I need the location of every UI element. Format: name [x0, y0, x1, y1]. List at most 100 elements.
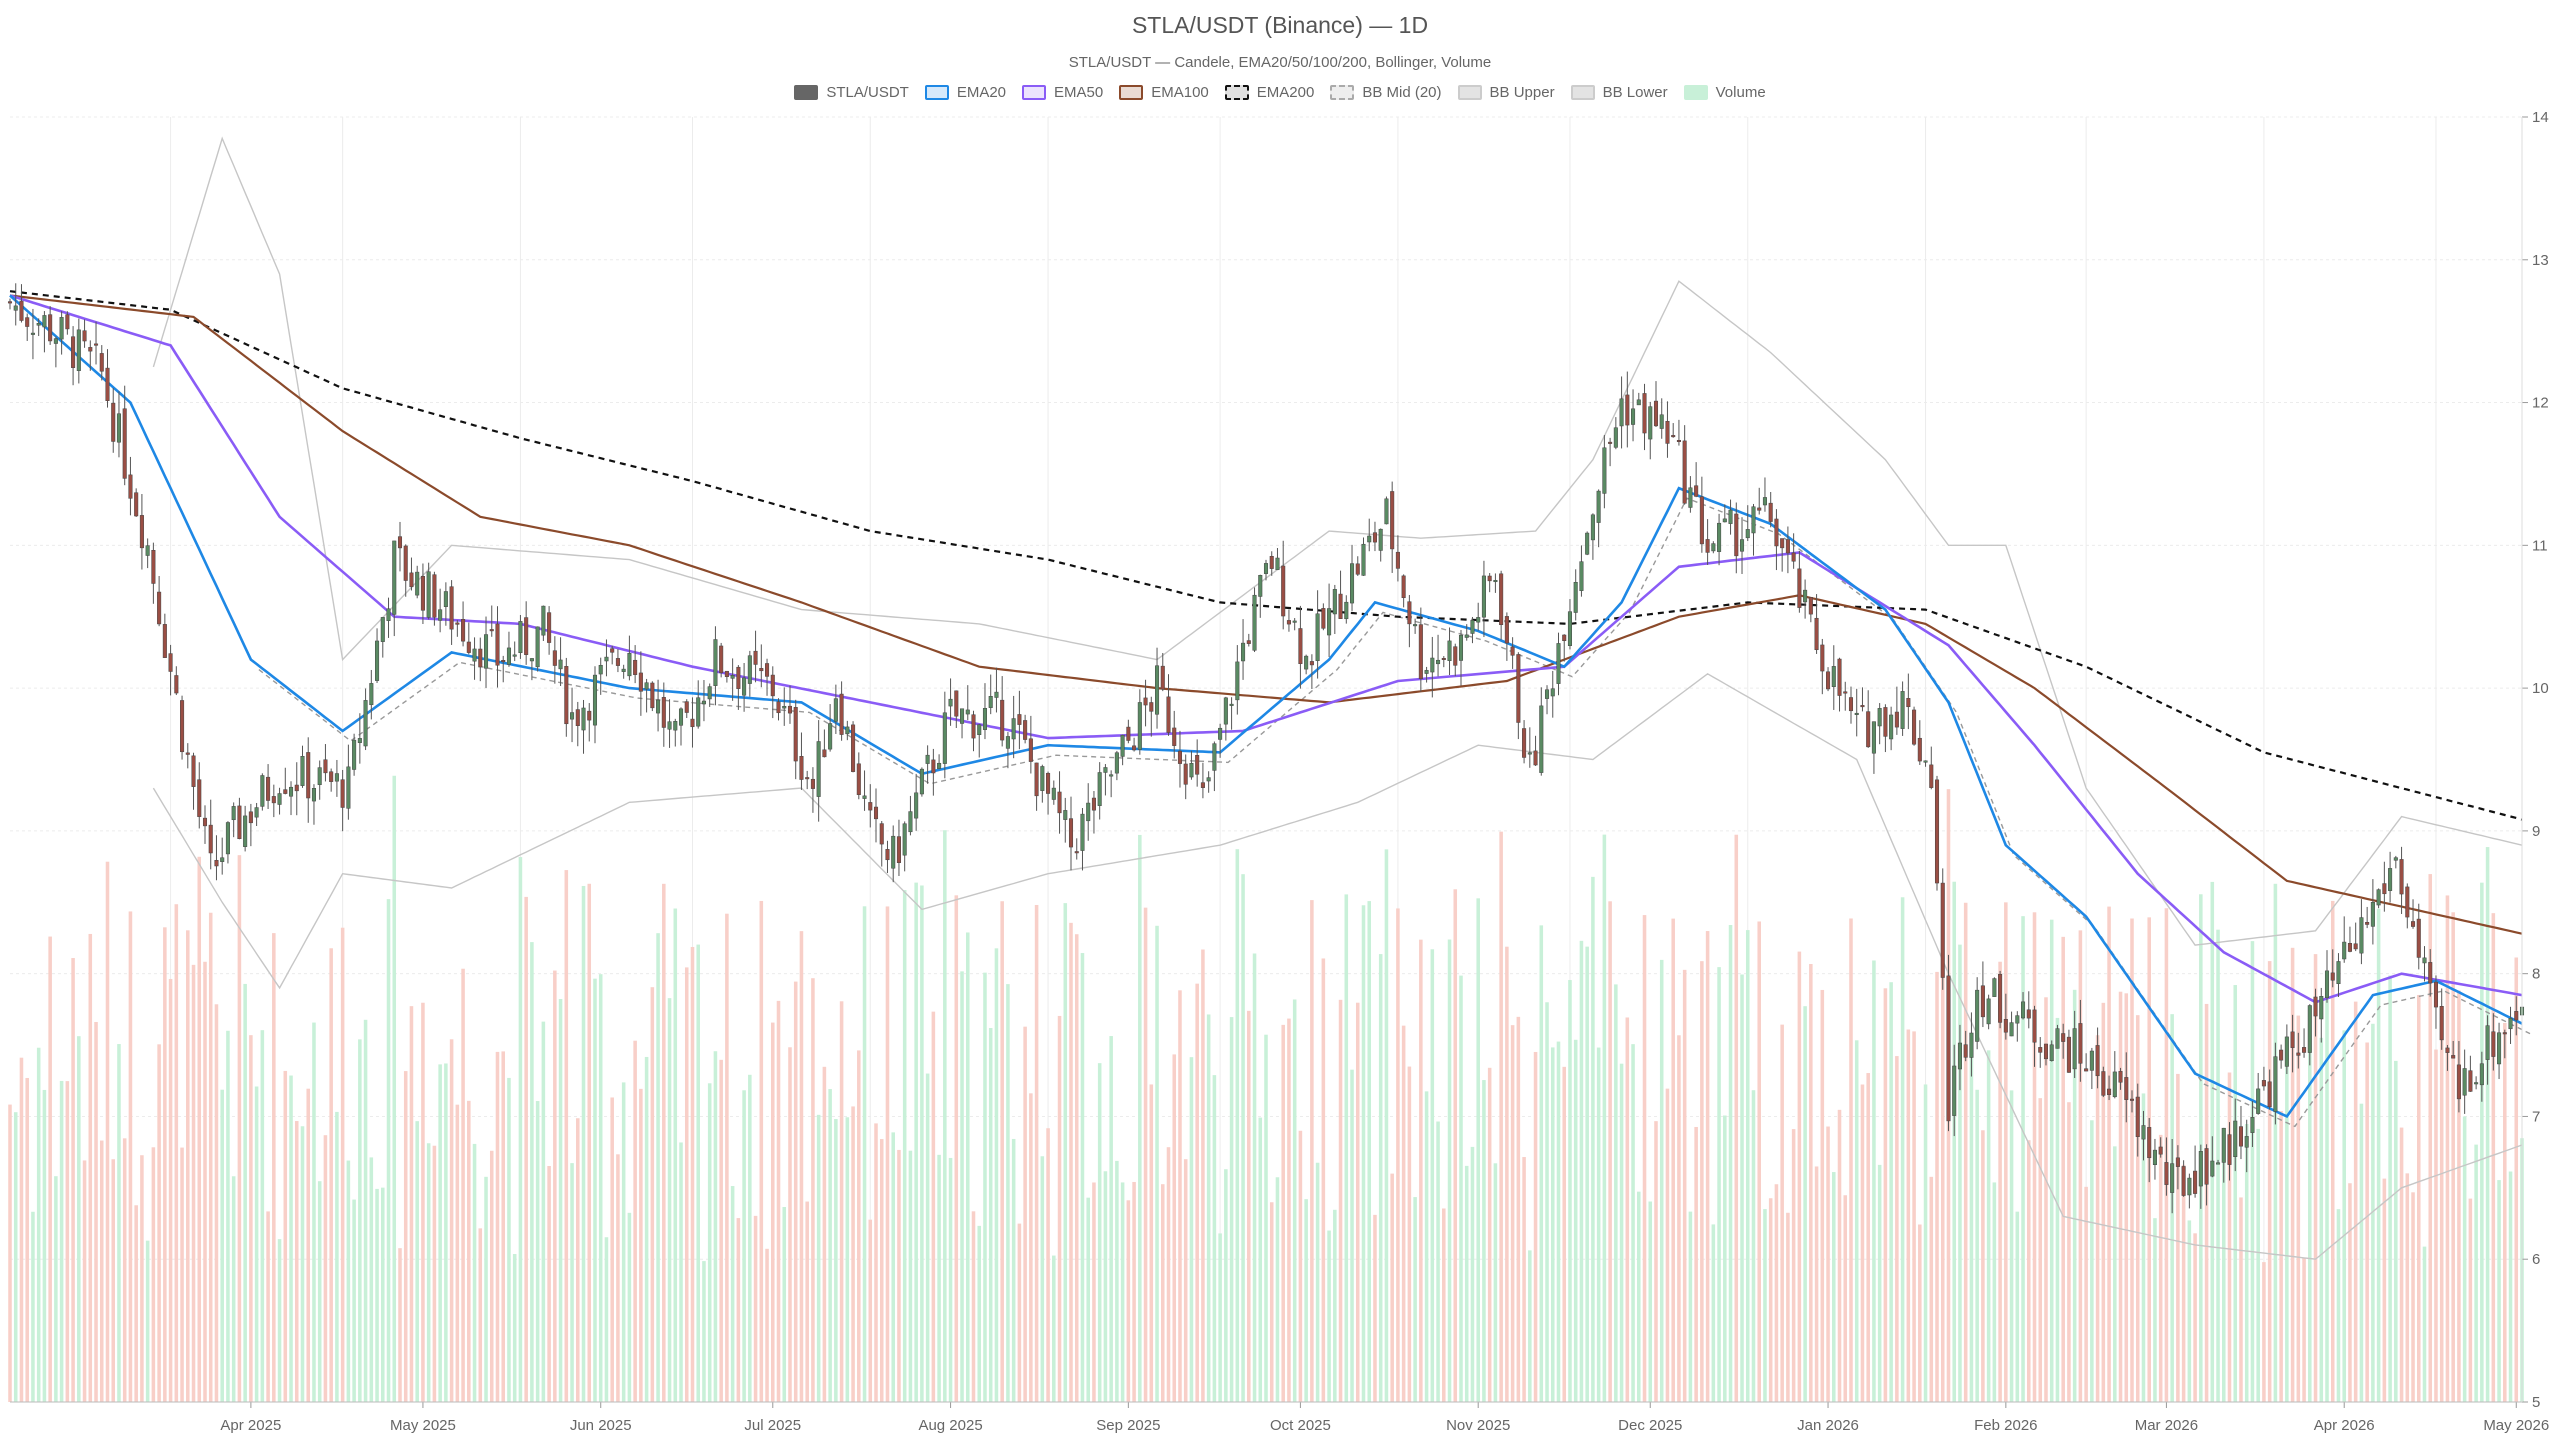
- legend-item[interactable]: Volume: [1683, 84, 1766, 101]
- volume-bar: [2256, 1128, 2260, 1402]
- legend-item[interactable]: EMA100: [1119, 84, 1209, 101]
- volume-bar: [1614, 984, 1618, 1402]
- volume-bar: [1258, 1117, 1263, 1402]
- volume-bar: [117, 1044, 121, 1402]
- volume-bar: [272, 933, 276, 1402]
- candle: [1837, 658, 1842, 696]
- candle: [1028, 738, 1033, 762]
- legend-item[interactable]: STLA/USDT: [794, 84, 909, 101]
- volume-bar: [2130, 918, 2134, 1402]
- volume-bar: [742, 1090, 746, 1402]
- candle: [271, 796, 276, 804]
- volume-bar: [2021, 916, 2025, 1402]
- volume-bar: [2221, 1130, 2226, 1402]
- volume-bar: [1430, 949, 1435, 1402]
- volume-bar: [570, 1163, 574, 1402]
- volume-bar: [1046, 1128, 1050, 1402]
- candle: [1510, 646, 1515, 656]
- candle: [1229, 703, 1234, 706]
- candle: [1831, 666, 1836, 687]
- volume-bar: [174, 904, 179, 1402]
- candle: [873, 806, 879, 820]
- candle: [1091, 797, 1096, 811]
- volume-bar: [1912, 1031, 1916, 1402]
- candle: [564, 666, 569, 725]
- candle: [810, 778, 815, 789]
- volume-bar: [1069, 922, 1073, 1402]
- volume-bar: [1740, 974, 1744, 1402]
- volume-bar: [1264, 1034, 1268, 1402]
- x-tick-label: Apr 2026: [2314, 1417, 2375, 1434]
- volume-bar: [627, 1212, 632, 1402]
- volume-bar: [1791, 1129, 1796, 1402]
- volume-bar: [1889, 982, 1893, 1402]
- legend-item[interactable]: BB Upper: [1457, 84, 1555, 101]
- candle: [2347, 943, 2352, 952]
- candle: [937, 762, 942, 769]
- volume-bar: [2118, 991, 2123, 1402]
- candle: [765, 663, 770, 677]
- candle: [1567, 611, 1572, 646]
- candle: [1596, 490, 1601, 523]
- legend-item[interactable]: EMA20: [924, 84, 1006, 101]
- candle: [833, 698, 838, 722]
- volume-bar: [771, 1022, 775, 1402]
- candle: [2216, 1162, 2221, 1165]
- candle: [1000, 699, 1005, 741]
- candle: [300, 756, 305, 786]
- legend-swatch: [794, 85, 819, 100]
- volume-bar: [501, 1051, 505, 1402]
- candle: [2324, 970, 2330, 998]
- volume-bar: [748, 1074, 752, 1402]
- volume-bar: [335, 1111, 339, 1402]
- candle: [1762, 497, 1767, 506]
- candle: [902, 823, 907, 856]
- legend-item[interactable]: BB Lower: [1570, 84, 1668, 101]
- volume-bar: [1327, 1230, 1331, 1402]
- volume-bar: [1487, 1067, 1492, 1402]
- candle: [346, 766, 351, 809]
- x-tick-label: Jul 2025: [744, 1417, 801, 1434]
- candle: [1390, 491, 1395, 550]
- volume-bar: [730, 1186, 735, 1402]
- candle: [375, 640, 380, 681]
- candle: [25, 317, 30, 327]
- candle: [53, 338, 58, 344]
- volume-bar: [1550, 1047, 1555, 1402]
- candle: [713, 639, 718, 686]
- volume-bar: [604, 1237, 609, 1402]
- candle: [162, 624, 167, 658]
- volume-bar: [2193, 1233, 2197, 1402]
- candle: [2015, 1015, 2020, 1024]
- volume-bar: [862, 906, 867, 1402]
- legend-swatch: [1683, 85, 1708, 100]
- candle: [1137, 702, 1142, 750]
- legend-item[interactable]: EMA200: [1224, 84, 1314, 101]
- candle: [1688, 487, 1693, 508]
- legend-item[interactable]: BB Mid (20): [1330, 84, 1442, 101]
- candle: [1304, 655, 1309, 670]
- volume-bar: [1786, 1212, 1790, 1402]
- volume-bar: [438, 1064, 442, 1402]
- candle: [638, 672, 643, 692]
- ema200-line: [9, 290, 2523, 821]
- candle: [2084, 1068, 2089, 1072]
- candle: [587, 710, 592, 721]
- candle: [707, 686, 712, 700]
- candle: [1671, 435, 1676, 438]
- candle: [1315, 613, 1320, 661]
- candle: [2342, 941, 2347, 960]
- candle: [839, 693, 844, 735]
- volume-bar: [346, 1160, 351, 1402]
- candle: [266, 776, 271, 801]
- candle: [7, 301, 13, 304]
- candle: [392, 540, 397, 615]
- volume-bar: [157, 1044, 161, 1402]
- legend-item[interactable]: EMA50: [1022, 84, 1103, 101]
- candle: [2502, 1032, 2507, 1035]
- candle: [1487, 575, 1492, 582]
- candle: [2193, 1170, 2198, 1194]
- candle: [1246, 640, 1251, 644]
- candle: [1132, 745, 1137, 751]
- legend-swatch: [1022, 85, 1047, 100]
